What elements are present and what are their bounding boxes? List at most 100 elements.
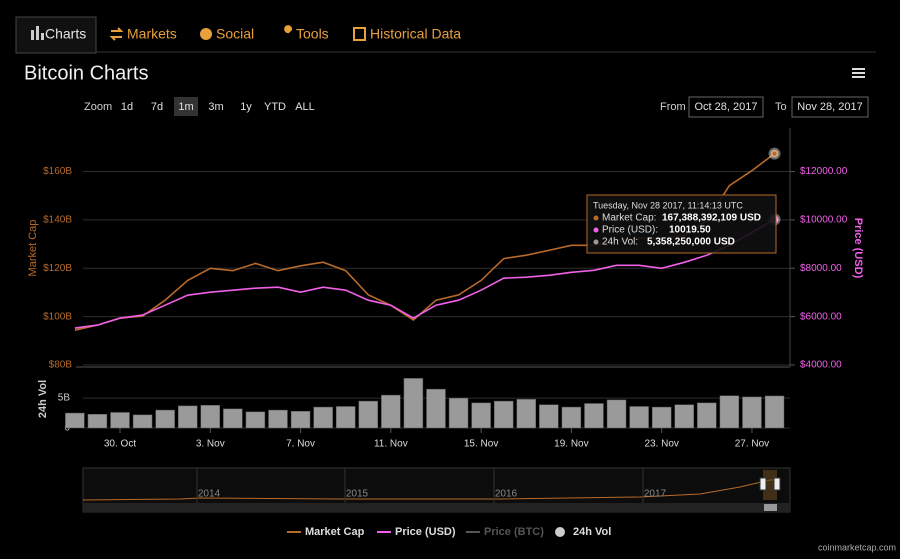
tooltip-dot — [593, 227, 599, 233]
legend-swatch — [555, 527, 565, 537]
bar — [358, 400, 378, 429]
tooltip-label: Market Cap: — [602, 213, 656, 224]
y2-tick-label: $6000.00 — [800, 311, 842, 322]
bar — [539, 404, 559, 429]
x-tick-label: 23. Nov — [644, 439, 678, 450]
bar — [561, 406, 582, 429]
plot-area: $80B $100B $120B $140B $160B $4000.00 $6000.00… — [27, 147, 864, 450]
bar — [471, 402, 491, 429]
bar — [516, 399, 536, 429]
y2-tick-label: $8000.00 — [800, 263, 842, 274]
scrollbar-thumb[interactable] — [764, 504, 777, 511]
zoom-button[interactable]: 1d — [121, 101, 133, 113]
y-tick-label: $100B — [43, 311, 72, 322]
zoom-button[interactable]: 7d — [151, 101, 163, 113]
bar — [65, 412, 85, 429]
legend-entry[interactable]: Price (USD) — [395, 526, 456, 538]
navigator-line — [82, 479, 778, 501]
navigator-year: 2014 — [198, 489, 221, 500]
x-tick-label: 30. Oct — [104, 439, 136, 450]
bar — [245, 411, 266, 429]
bar — [629, 406, 649, 429]
bar — [132, 414, 153, 429]
zoom-button[interactable]: ALL — [295, 101, 315, 113]
bar — [651, 406, 672, 429]
zoom-button[interactable]: 1m — [178, 101, 193, 113]
x-tick-label: 3. Nov — [196, 439, 225, 450]
bar — [584, 403, 604, 429]
bar — [606, 399, 627, 429]
legend-entry[interactable]: Market Cap — [305, 526, 365, 538]
bar — [448, 397, 469, 429]
y-axis-title: Market Cap — [27, 220, 39, 277]
navigator-handle[interactable] — [773, 477, 781, 491]
to-input[interactable] — [791, 96, 869, 118]
tooltip-box — [586, 194, 777, 254]
to-label: To — [775, 101, 787, 113]
navigator-years: 2014 2015 2016 2017 — [196, 468, 667, 503]
tab[interactable]: Charts — [45, 26, 86, 42]
tooltip-value: 5,358,250,000 USD — [647, 237, 735, 248]
menu-button[interactable] — [852, 68, 865, 78]
zoom-button[interactable]: YTD — [264, 101, 286, 113]
navigator-handle[interactable] — [759, 477, 767, 491]
tooltip: Tuesday, Nov 28 2017, 11:14:13 UTC Marke… — [586, 194, 777, 254]
bar — [110, 412, 130, 429]
y-tick-label: $140B — [43, 215, 72, 226]
y2-axis-title: Price (USD) — [852, 218, 864, 279]
from-label: From — [660, 101, 686, 113]
bar — [335, 406, 356, 429]
zoom-options: 1d 7d 1m 3m 1y YTD ALL — [121, 101, 315, 113]
bar — [381, 394, 401, 429]
from-date[interactable]: Oct 28, 2017 — [695, 101, 758, 113]
bar — [403, 378, 424, 429]
page-title: Bitcoin Charts — [24, 62, 149, 84]
bar — [697, 402, 717, 429]
x-tick-label: 19. Nov — [554, 439, 588, 450]
bar — [87, 413, 108, 429]
legend-entry[interactable]: 24h Vol — [573, 526, 611, 538]
x-tick-label: 7. Nov — [286, 439, 315, 450]
to-date[interactable]: Nov 28, 2017 — [797, 101, 862, 113]
x-tick-label: 11. Nov — [374, 439, 408, 450]
legend-entry[interactable]: Price (BTC) — [484, 526, 544, 538]
from-input[interactable] — [688, 96, 764, 118]
zoom-button[interactable]: 3m — [208, 101, 223, 113]
tooltip-date: Tuesday, Nov 28 2017, 11:14:13 UTC — [593, 200, 743, 210]
tab[interactable]: Social — [216, 26, 254, 42]
hover-marker — [768, 147, 781, 160]
tooltip-label: Price (USD): — [602, 225, 658, 236]
scrollbar[interactable] — [83, 503, 790, 512]
navigator-year: 2016 — [495, 489, 518, 500]
tab[interactable]: Tools — [296, 26, 329, 42]
tab[interactable]: Historical Data — [370, 26, 461, 42]
bar — [177, 405, 198, 429]
bar — [200, 405, 221, 429]
tooltip-dot — [593, 239, 599, 245]
bar — [764, 395, 785, 429]
active-tab-box[interactable] — [15, 16, 97, 54]
bar — [268, 409, 288, 429]
navigator-year: 2017 — [644, 489, 667, 500]
bar — [493, 400, 514, 429]
tab[interactable]: Markets — [127, 26, 177, 42]
bar — [313, 406, 333, 429]
y-tick-label: $80B — [49, 360, 73, 371]
y2-tick-label: $12000.00 — [800, 166, 848, 177]
x-tick-label: 15. Nov — [464, 439, 498, 450]
y2-tick-label: $4000.00 — [800, 360, 842, 371]
tab-icons — [31, 25, 366, 41]
zoom-button[interactable]: 1y — [240, 101, 252, 113]
credit[interactable]: coinmarketcap.com — [818, 542, 896, 552]
y2-tick-label: $10000.00 — [800, 215, 848, 226]
bar — [290, 411, 311, 429]
series-line — [74, 218, 775, 329]
bar — [674, 404, 694, 429]
tooltip-value: 10019.50 — [669, 225, 711, 236]
bar — [742, 396, 762, 429]
bar — [155, 409, 175, 429]
x-tick-label: 27. Nov — [735, 439, 769, 450]
tooltip-label: 24h Vol: — [602, 237, 638, 248]
